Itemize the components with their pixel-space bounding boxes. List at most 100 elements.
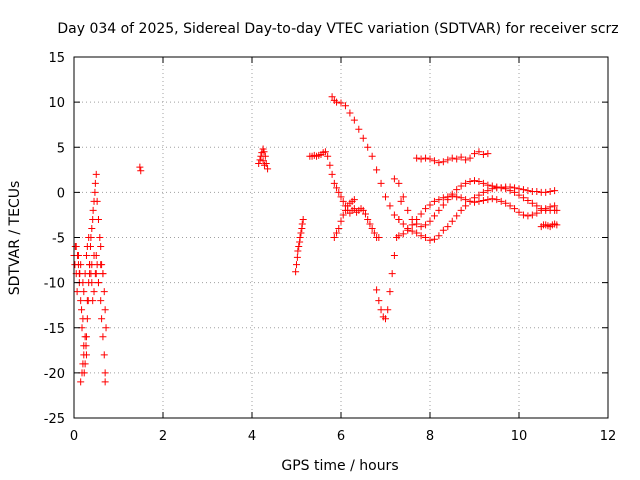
data-point [462, 156, 470, 164]
data-point [453, 193, 461, 201]
series-isolated-1.5h [136, 163, 145, 175]
data-point [390, 175, 398, 183]
data-point [511, 205, 519, 213]
data-point [462, 196, 470, 204]
series-ramp-5h [292, 215, 307, 276]
data-point [292, 268, 300, 276]
data-point [515, 185, 523, 193]
data-point [333, 98, 341, 106]
data-point [484, 181, 492, 189]
data-point [341, 206, 349, 214]
data-point [430, 235, 438, 243]
x-tick-label: 8 [426, 429, 434, 444]
series-spike-4.3h [255, 145, 272, 173]
data-point [359, 206, 367, 214]
data-point [439, 158, 447, 166]
x-tick-label: 12 [600, 429, 617, 444]
data-point [382, 193, 389, 201]
data-point [293, 261, 300, 269]
data-point [88, 224, 96, 232]
series-track-end [537, 220, 561, 231]
series-track-ascent [390, 175, 559, 231]
data-point [333, 229, 341, 237]
y-tick-label: -20 [44, 367, 65, 382]
data-point [551, 187, 559, 195]
data-point [382, 315, 389, 323]
x-tick-label: 0 [70, 429, 78, 444]
data-point [375, 234, 383, 241]
data-point [537, 206, 545, 214]
data-point [417, 210, 425, 218]
x-tick-label: 2 [159, 429, 167, 444]
data-point [422, 221, 430, 229]
data-point [339, 197, 347, 205]
data-point [335, 188, 343, 196]
data-point [256, 156, 264, 164]
data-point [435, 206, 443, 214]
data-point [533, 202, 541, 210]
data-point [551, 202, 559, 210]
data-point [439, 226, 447, 234]
data-point [462, 202, 470, 210]
data-point [296, 234, 304, 241]
data-point [386, 202, 394, 210]
data-point [361, 210, 369, 218]
data-point [101, 369, 109, 377]
data-point [355, 125, 363, 133]
data-point [457, 206, 465, 214]
data-point [448, 192, 456, 200]
data-point [426, 155, 434, 163]
series-track-7h-low [373, 197, 405, 323]
data-point [453, 155, 461, 163]
data-point [399, 230, 407, 238]
data-point [479, 196, 487, 204]
data-point [553, 221, 561, 229]
data-point [83, 243, 91, 251]
data-point [82, 351, 90, 359]
data-points [70, 93, 561, 386]
data-point [79, 279, 87, 287]
data-point [330, 234, 338, 241]
data-point [364, 143, 372, 151]
data-point [101, 378, 109, 386]
data-point [350, 196, 358, 204]
data-point [333, 184, 341, 192]
data-point [92, 170, 100, 178]
data-point [390, 252, 398, 260]
data-point [422, 154, 430, 162]
data-point [417, 155, 425, 163]
data-point [404, 206, 412, 214]
data-point [515, 208, 523, 216]
data-point [395, 179, 403, 187]
y-tick-label: 10 [48, 96, 65, 111]
data-point [448, 217, 456, 225]
data-point [471, 150, 478, 158]
data-point [430, 197, 438, 205]
data-point [98, 315, 106, 323]
data-point [377, 306, 385, 314]
data-point [260, 148, 268, 156]
data-point [430, 157, 438, 165]
data-point [261, 152, 269, 160]
data-point [444, 156, 452, 164]
data-point [515, 191, 523, 199]
data-point [77, 261, 85, 269]
data-point [404, 226, 412, 234]
data-point [88, 279, 96, 287]
y-tick-label: 5 [57, 141, 65, 156]
data-point [395, 232, 403, 240]
x-tick-label: 10 [511, 429, 528, 444]
data-point [77, 297, 85, 305]
data-point [435, 232, 443, 240]
y-tick-label: -10 [44, 277, 65, 292]
data-point [377, 179, 385, 187]
data-point [326, 161, 334, 169]
data-point [528, 199, 536, 207]
data-point [100, 288, 108, 296]
data-point [88, 261, 96, 269]
data-point [408, 221, 416, 229]
data-point [375, 297, 383, 305]
grid [74, 57, 608, 418]
